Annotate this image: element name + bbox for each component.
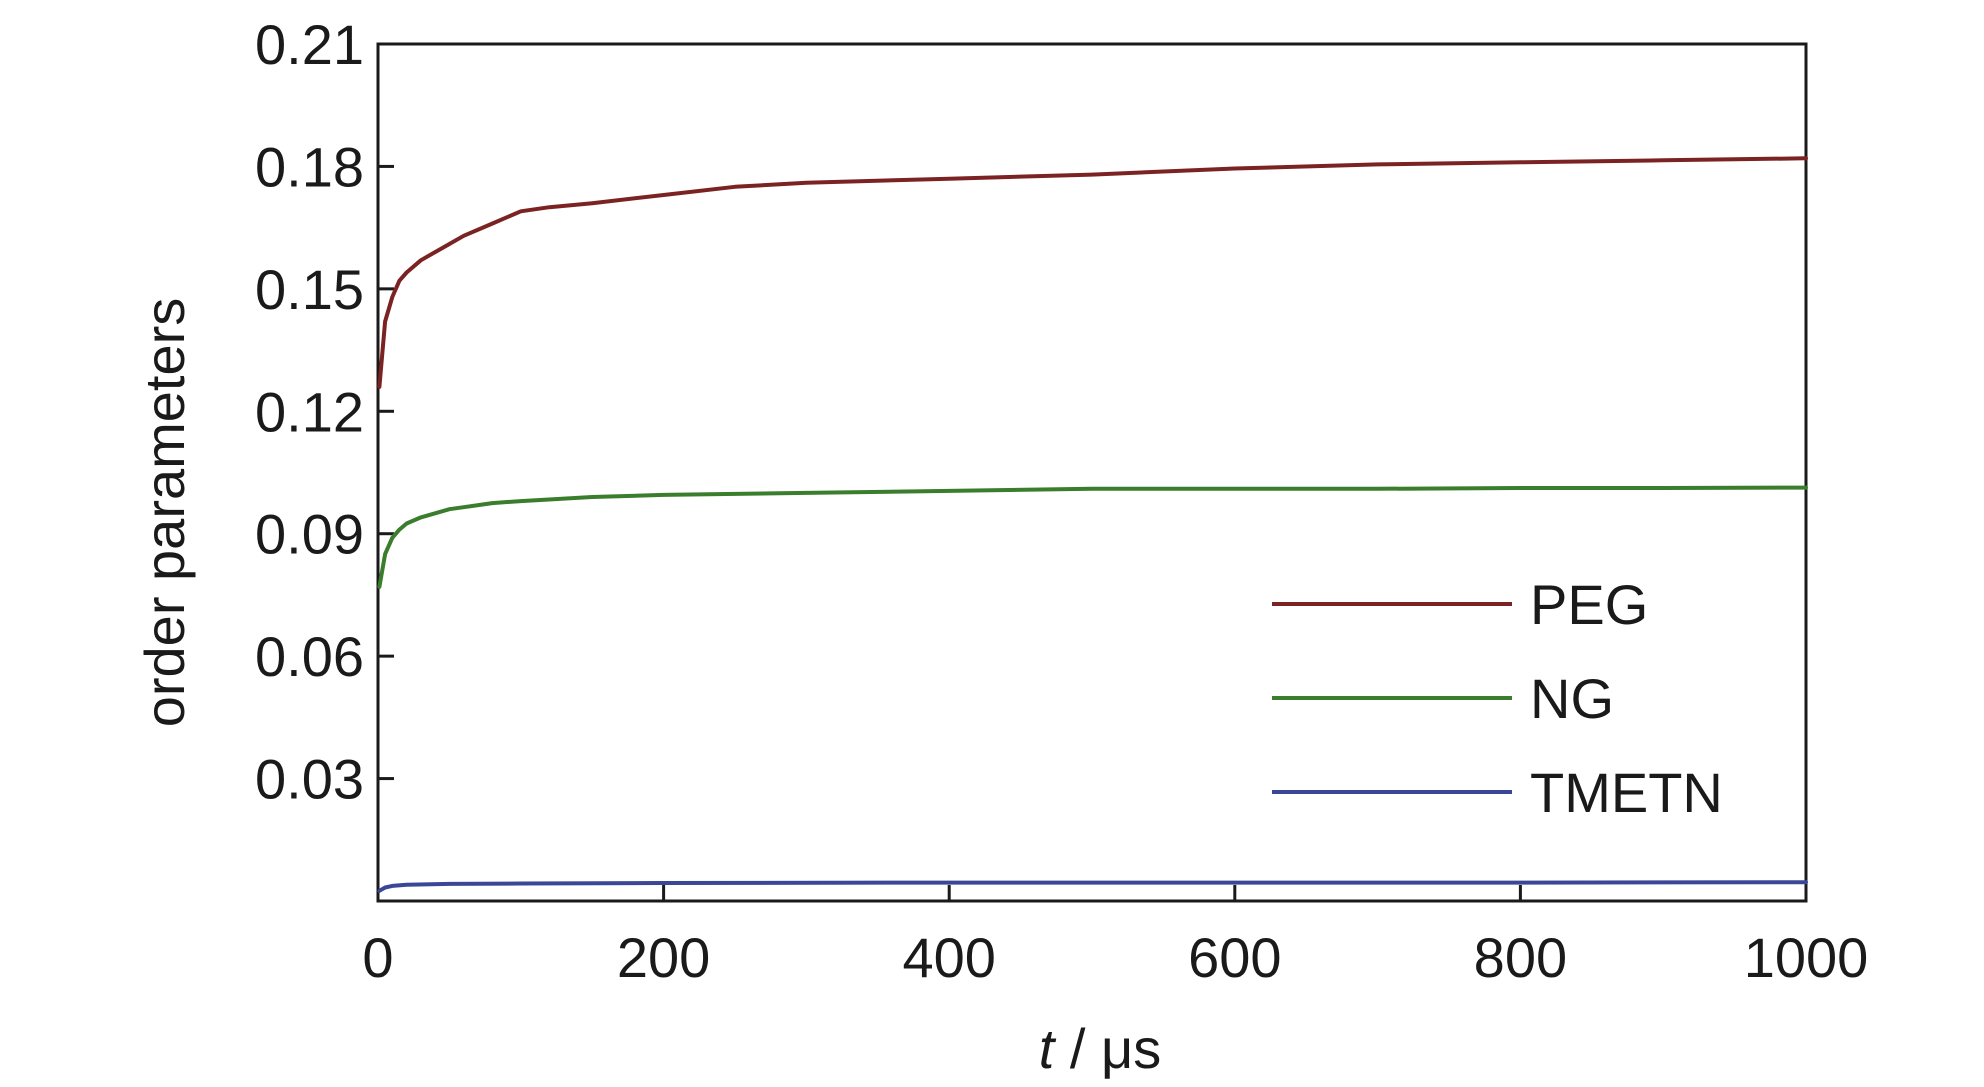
y-tick-label: 0.12 [255,380,364,443]
series-line-peg [377,156,1808,389]
y-tick-label: 0.03 [255,748,364,811]
series-line-ng [377,485,1808,589]
x-tick-label: 600 [1188,926,1281,989]
legend: PEG NG TMETN [1272,573,1723,824]
x-axis-label-symbol: t [1039,1017,1057,1080]
y-tick-label: 0.06 [255,625,364,688]
x-tick-label: 800 [1474,926,1567,989]
y-tick-label: 0.18 [255,135,364,198]
legend-label: NG [1530,667,1614,730]
x-ticks: 0 200 400 600 800 1000 [362,885,1868,989]
series-layer [377,156,1808,893]
x-axis-label-unit: / μs [1054,1017,1161,1080]
plot-frame [376,42,1808,903]
series-line-tmetn [377,880,1808,893]
y-axis-label: order parameters [133,298,196,728]
y-tick-label: 0.21 [255,13,364,76]
x-tick-label: 400 [902,926,995,989]
x-tick-label: 0 [362,926,393,989]
y-ticks: 0.03 0.06 0.09 0.12 0.15 0.18 0.21 [255,13,394,811]
y-tick-label: 0.15 [255,258,364,321]
x-tick-label: 200 [617,926,710,989]
legend-label: PEG [1530,573,1648,636]
y-tick-label: 0.09 [255,503,364,566]
x-tick-label: 1000 [1744,926,1869,989]
legend-label: TMETN [1530,761,1723,824]
x-axis-label: t / μs [1039,1017,1162,1080]
